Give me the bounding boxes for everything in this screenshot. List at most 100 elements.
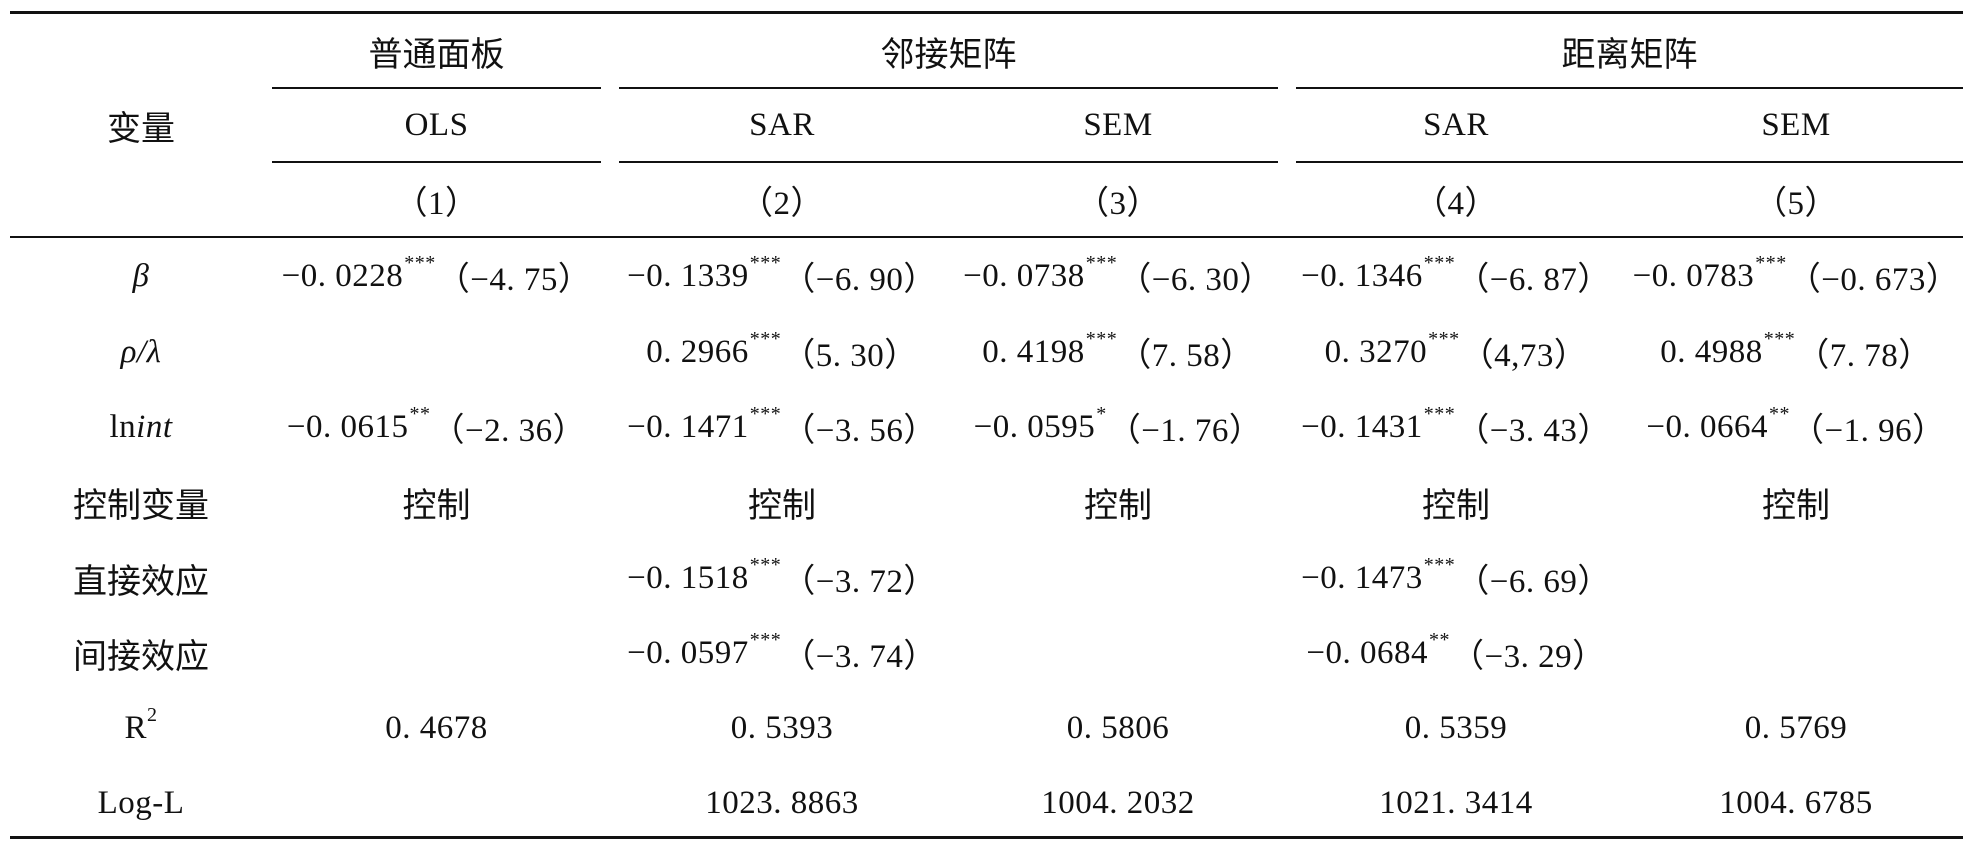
row-label-rho-lambda: ρ/λ — [120, 333, 162, 370]
header-bottom-rule — [10, 236, 1963, 238]
bottom-rule — [10, 836, 1963, 839]
model-header: SEM — [1083, 106, 1153, 143]
log-likelihood-value: 1023. 8863 — [705, 784, 859, 821]
row-label-indirect-effect: 间接效应 — [73, 636, 209, 677]
t-statistic: （−1. 76） — [1107, 413, 1263, 449]
model-rule-distance — [1296, 161, 1963, 163]
t-statistic: （−0. 673） — [1787, 262, 1960, 298]
r-squared-value: 0. 4678 — [385, 709, 488, 746]
controls-cell: 控制 — [748, 485, 816, 526]
r-squared-value: 0. 5806 — [1066, 709, 1170, 746]
coefficient-cell-lnint: −0. 0615 ** （−2. 36） — [272, 397, 601, 457]
coefficient-cell-rho-lambda: 0. 4198 *** （7. 58） — [950, 322, 1286, 382]
coefficient-cell-indirect: −0. 0597 *** （−3. 74） — [614, 623, 950, 683]
coefficient-value: −0. 0228 — [281, 257, 404, 294]
coefficient-cell-indirect — [1626, 623, 1966, 683]
coefficient-cell-beta: −0. 0783 *** （−0. 673） — [1626, 246, 1966, 306]
r-squared-value: 0. 5359 — [1404, 709, 1508, 746]
group-rule-adjacency — [619, 87, 1278, 89]
column-number: （2） — [740, 186, 824, 222]
significance-stars: *** — [1423, 251, 1456, 274]
significance-stars: *** — [1085, 327, 1118, 350]
significance-stars: *** — [1755, 251, 1787, 274]
column-number: （1） — [394, 186, 479, 222]
group-rule-ols — [272, 87, 601, 89]
significance-stars: ** — [1769, 402, 1790, 425]
row-label-controls: 控制变量 — [73, 485, 209, 526]
significance-stars: * — [1096, 402, 1107, 425]
r-squared-value: 0. 5393 — [730, 709, 834, 746]
column-number: （5） — [1754, 186, 1838, 222]
coefficient-cell-direct: −0. 1518 *** （−3. 72） — [614, 548, 950, 608]
coefficient-value: −0. 0595 — [973, 408, 1096, 445]
significance-stars: *** — [1423, 402, 1456, 425]
significance-stars: *** — [1423, 553, 1456, 576]
model-header: SAR — [1423, 106, 1489, 143]
coefficient-cell-rho-lambda: 0. 2966 *** （5. 30） — [614, 322, 950, 382]
coefficient-cell-lnint: −0. 1431 *** （−3. 43） — [1286, 397, 1626, 457]
coefficient-cell-lnint: −0. 1471 *** （−3. 56） — [614, 397, 950, 457]
controls-cell: 控制 — [1422, 485, 1490, 526]
log-likelihood-value — [272, 773, 601, 833]
significance-stars: *** — [749, 327, 782, 350]
coefficient-value: 0. 4988 — [1660, 333, 1763, 370]
t-statistic: （−1. 96） — [1791, 413, 1946, 449]
coefficient-value: 0. 4198 — [982, 333, 1085, 370]
t-statistic: （7. 58） — [1118, 338, 1254, 374]
column-number: （3） — [1076, 186, 1160, 222]
significance-stars: *** — [404, 251, 436, 274]
t-statistic: （−3. 56） — [782, 413, 937, 449]
coefficient-value: −0. 0783 — [1632, 257, 1755, 294]
coefficient-value: −0. 0597 — [627, 634, 749, 671]
significance-stars: *** — [1763, 327, 1796, 350]
log-likelihood-value: 1004. 2032 — [1041, 784, 1195, 821]
row-label-beta: β — [132, 257, 150, 294]
column-number: （4） — [1414, 186, 1498, 222]
coefficient-cell-lnint: −0. 0595 * （−1. 76） — [950, 397, 1286, 457]
model-header: SEM — [1761, 106, 1831, 143]
coefficient-value: −0. 0738 — [963, 257, 1085, 294]
model-header: OLS — [404, 106, 469, 143]
coefficient-cell-rho-lambda: 0. 4988 *** （7. 78） — [1626, 322, 1966, 382]
group-header-ordinary-panel: 普通面板 — [368, 34, 505, 75]
r-squared-base: R — [124, 709, 147, 746]
coefficient-value: 0. 2966 — [646, 333, 749, 370]
row-label-lnint-prefix: ln — [109, 408, 137, 445]
coefficient-cell-beta: −0. 0738 *** （−6. 30） — [950, 246, 1286, 306]
coefficient-cell-indirect: −0. 0684 ** （−3. 29） — [1286, 623, 1626, 683]
coefficient-value: −0. 0664 — [1646, 408, 1768, 445]
t-statistic: （7. 78） — [1796, 338, 1932, 374]
coefficient-cell-beta: −0. 1346 *** （−6. 87） — [1286, 246, 1626, 306]
significance-stars: ** — [1429, 628, 1450, 651]
t-statistic: （−3. 43） — [1456, 413, 1611, 449]
coefficient-value: −0. 1471 — [627, 408, 749, 445]
row-label-lnint: ln int — [10, 397, 272, 457]
coefficient-cell-rho-lambda: 0. 3270 *** （4,73） — [1286, 322, 1626, 382]
row-label-lnint-italic: int — [136, 408, 173, 445]
coefficient-cell-direct: −0. 1473 *** （−6. 69） — [1286, 548, 1626, 608]
log-likelihood-value: 1004. 6785 — [1719, 784, 1873, 821]
group-header-distance-matrix: 距离矩阵 — [1561, 34, 1698, 75]
coefficient-cell-rho-lambda — [272, 322, 601, 382]
significance-stars: *** — [749, 402, 782, 425]
t-statistic: （−2. 36） — [431, 413, 587, 449]
coefficient-cell-indirect — [272, 623, 601, 683]
t-statistic: （4,73） — [1460, 338, 1588, 374]
significance-stars: *** — [1085, 251, 1118, 274]
t-statistic: （5. 30） — [782, 338, 918, 374]
coefficient-cell-direct — [950, 548, 1286, 608]
coefficient-value: −0. 1473 — [1301, 559, 1423, 596]
coefficient-cell-beta: −0. 0228 *** （−4. 75） — [272, 246, 601, 306]
coefficient-cell-beta: −0. 1339 *** （−6. 90） — [614, 246, 950, 306]
t-statistic: （−3. 72） — [782, 564, 937, 600]
controls-cell: 控制 — [402, 485, 471, 526]
t-statistic: （−6. 30） — [1118, 262, 1273, 298]
variable-header: 变量 — [107, 108, 175, 149]
coefficient-cell-indirect — [950, 623, 1286, 683]
coefficient-value: −0. 1346 — [1301, 257, 1423, 294]
model-header: SAR — [749, 106, 815, 143]
group-header-adjacency-matrix: 邻接矩阵 — [880, 34, 1017, 75]
t-statistic: （−6. 69） — [1456, 564, 1611, 600]
coefficient-value: −0. 1431 — [1301, 408, 1423, 445]
